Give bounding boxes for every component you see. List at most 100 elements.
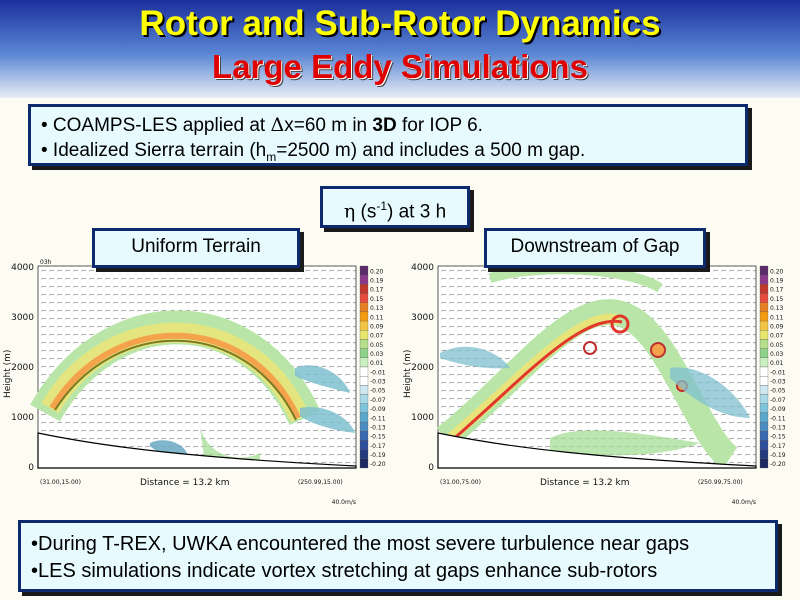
- y-tick: 1000: [411, 413, 434, 423]
- scale-vector-label: 40.0m/s: [332, 499, 356, 506]
- colorbar: 0.20 0.19 0.17 0.15 0.13 0.11 0.09 0.07 0.05 0.03…: [759, 265, 786, 468]
- colorbar-tick: 0.05: [370, 342, 384, 349]
- colorbar-tick: -0.15: [770, 434, 786, 441]
- colorbar-swatch: [359, 403, 369, 414]
- y-tick: 3000: [411, 313, 434, 323]
- colorbar-swatch: [759, 320, 769, 331]
- colorbar-tick: -0.20: [770, 461, 786, 468]
- colorbar-tick: -0.01: [370, 369, 386, 376]
- colorbar-swatch: [759, 311, 769, 322]
- y-tick: 0: [28, 463, 34, 473]
- scale-vector-label: 40.0m/s: [732, 499, 756, 506]
- colorbar-swatch: [359, 449, 369, 459]
- colorbar-swatch: [359, 348, 369, 358]
- intro-box: • COAMPS-LES applied at Δx=60 m in 3D fo…: [28, 104, 748, 166]
- time-label: 03h: [40, 259, 52, 266]
- colorbar-swatch: [359, 302, 369, 313]
- colorbar-tick: 0.15: [370, 296, 384, 303]
- colorbar-swatch: [759, 376, 769, 386]
- colorbar-tick: 0.01: [370, 360, 384, 367]
- intro-line-2: • Idealized Sierra terrain (hm=2500 m) a…: [41, 140, 586, 164]
- y-tick: 1000: [11, 413, 34, 423]
- colorbar-tick: -0.09: [370, 406, 386, 413]
- y-axis-label: Height (m): [403, 350, 413, 398]
- colorbar-swatch: [759, 275, 769, 285]
- colorbar-tick: 0.11: [370, 314, 384, 321]
- colorbar-tick: -0.05: [770, 388, 786, 395]
- colorbar-swatch: [759, 412, 769, 423]
- colorbar-swatch: [359, 284, 369, 294]
- y-tick: 4000: [11, 263, 34, 273]
- colorbar-swatch: [759, 348, 769, 358]
- colorbar-tick: -0.17: [770, 443, 786, 450]
- uniform-terrain-plot: 4000 3000 2000 1000 0 Height (m) 03h (31…: [0, 258, 400, 520]
- colorbar-swatch: [359, 265, 369, 276]
- conclusion-line-1: •During T-REX, UWKA encountered the most…: [31, 533, 690, 555]
- colorbar-tick: -0.19: [370, 452, 386, 459]
- colorbar-tick: -0.01: [770, 369, 786, 376]
- colorbar-swatch: [759, 284, 769, 294]
- colorbar-tick: -0.07: [370, 397, 386, 404]
- colorbar-tick: 0.13: [770, 305, 784, 312]
- eta-label-box: η (s-1) at 3 h: [320, 186, 470, 228]
- colorbar-swatch: [759, 385, 769, 395]
- colorbar-tick: -0.13: [370, 424, 386, 431]
- colorbar-tick: -0.13: [770, 424, 786, 431]
- colorbar-tick: -0.19: [770, 452, 786, 459]
- distance-label: Distance = 13.2 km: [540, 478, 630, 488]
- colorbar-swatch: [759, 449, 769, 459]
- distance-label: Distance = 13.2 km: [140, 478, 230, 488]
- colorbar-swatch: [759, 394, 769, 404]
- colorbar-swatch: [359, 385, 369, 395]
- colorbar-tick: 0.20: [370, 268, 384, 275]
- conclusion-box: •During T-REX, UWKA encountered the most…: [18, 520, 778, 592]
- y-tick: 2000: [11, 363, 34, 373]
- y-tick: 2000: [411, 363, 434, 373]
- colorbar-tick: -0.11: [770, 415, 786, 422]
- colorbar-tick: 0.07: [770, 333, 784, 340]
- colorbar-swatch: [359, 357, 369, 368]
- uniform-terrain-label: Uniform Terrain: [92, 228, 300, 268]
- colorbar-tick: 0.03: [370, 351, 384, 358]
- y-axis-label: Height (m): [3, 350, 13, 398]
- colorbar-tick: 0.09: [370, 323, 384, 330]
- colorbar-swatch: [759, 403, 769, 414]
- colorbar-tick: -0.20: [370, 461, 386, 468]
- y-tick: 0: [428, 463, 434, 473]
- colorbar-swatch: [359, 394, 369, 404]
- colorbar: 0.20 0.19 0.17 0.15 0.13 0.11 0.09 0.07 0.05 0.03…: [359, 265, 386, 469]
- colorbar-tick: -0.03: [770, 379, 786, 386]
- colorbar-swatch: [759, 357, 769, 368]
- right-coordinate: (250.99,75.00): [698, 479, 743, 486]
- colorbar-swatch: [359, 458, 369, 469]
- left-coordinate: (31.00,75.00): [440, 479, 481, 486]
- colorbar-tick: 0.17: [370, 287, 384, 294]
- colorbar-tick: -0.15: [370, 434, 386, 441]
- colorbar-tick: 0.07: [370, 333, 384, 340]
- colorbar-swatch: [359, 339, 369, 349]
- colorbar-tick: -0.11: [370, 415, 386, 422]
- colorbar-swatch: [759, 421, 769, 432]
- colorbar-swatch: [759, 431, 769, 441]
- y-tick: 4000: [411, 263, 434, 273]
- colorbar-swatch: [359, 431, 369, 441]
- colorbar-swatch: [359, 376, 369, 386]
- colorbar-tick: 0.15: [770, 296, 784, 303]
- colorbar-tick: 0.03: [770, 351, 784, 358]
- colorbar-swatch: [359, 412, 369, 423]
- downstream-of-gap-label: Downstream of Gap: [484, 228, 706, 268]
- colorbar-swatch: [359, 366, 369, 377]
- colorbar-swatch: [759, 330, 769, 340]
- colorbar-swatch: [759, 366, 769, 377]
- slide-subtitle: Large Eddy Simulations: [212, 48, 588, 85]
- colorbar-tick: 0.19: [370, 278, 384, 285]
- title-banner: Rotor and Sub-Rotor Dynamics Large Eddy …: [0, 0, 800, 98]
- colorbar-tick: 0.11: [770, 314, 784, 321]
- colorbar-swatch: [359, 320, 369, 331]
- colorbar-tick: -0.05: [370, 388, 386, 395]
- slide-title: Rotor and Sub-Rotor Dynamics: [139, 4, 661, 43]
- downstream-of-gap-plot: 4000 3000 2000 1000 0 Height (m) (31.00,…: [400, 258, 800, 520]
- colorbar-swatch: [359, 440, 369, 450]
- intro-line-1: • COAMPS-LES applied at Δx=60 m in 3D fo…: [41, 114, 483, 136]
- conclusion-line-2: •LES simulations indicate vortex stretch…: [31, 560, 658, 582]
